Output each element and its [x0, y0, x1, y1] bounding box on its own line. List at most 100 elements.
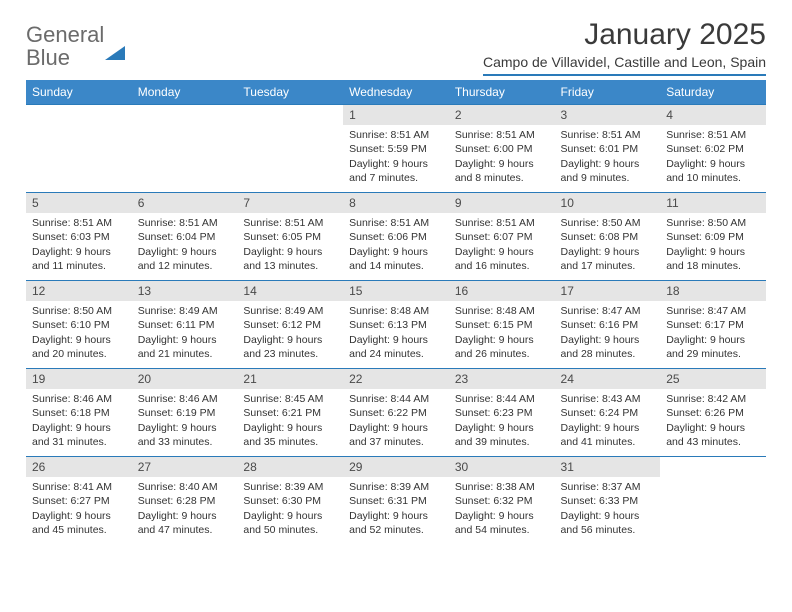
- week-row: 1Sunrise: 8:51 AMSunset: 5:59 PMDaylight…: [26, 105, 766, 193]
- sunset-line: Sunset: 6:11 PM: [138, 318, 232, 332]
- daylight-line: Daylight: 9 hours and 29 minutes.: [666, 333, 760, 361]
- day-number: 5: [26, 193, 132, 213]
- daylight-line: Daylight: 9 hours and 43 minutes.: [666, 421, 760, 449]
- sunset-line: Sunset: 6:05 PM: [243, 230, 337, 244]
- day-cell: 29Sunrise: 8:39 AMSunset: 6:31 PMDayligh…: [343, 457, 449, 545]
- sunset-line: Sunset: 6:03 PM: [32, 230, 126, 244]
- header: General Blue January 2025 Campo de Villa…: [26, 18, 766, 76]
- day-cell: [132, 105, 238, 193]
- daylight-line: Daylight: 9 hours and 52 minutes.: [349, 509, 443, 537]
- daylight-line: Daylight: 9 hours and 14 minutes.: [349, 245, 443, 273]
- day-number: 16: [449, 281, 555, 301]
- sunrise-line: Sunrise: 8:51 AM: [32, 216, 126, 230]
- day-number: 17: [555, 281, 661, 301]
- sunset-line: Sunset: 6:15 PM: [455, 318, 549, 332]
- sunrise-line: Sunrise: 8:46 AM: [138, 392, 232, 406]
- day-cell: 6Sunrise: 8:51 AMSunset: 6:04 PMDaylight…: [132, 193, 238, 281]
- day-cell: 12Sunrise: 8:50 AMSunset: 6:10 PMDayligh…: [26, 281, 132, 369]
- sunrise-line: Sunrise: 8:51 AM: [349, 216, 443, 230]
- sunrise-line: Sunrise: 8:39 AM: [349, 480, 443, 494]
- dow-header: Saturday: [660, 80, 766, 105]
- day-number: 11: [660, 193, 766, 213]
- sunrise-line: Sunrise: 8:51 AM: [455, 128, 549, 142]
- sunset-line: Sunset: 6:18 PM: [32, 406, 126, 420]
- day-cell: 15Sunrise: 8:48 AMSunset: 6:13 PMDayligh…: [343, 281, 449, 369]
- sunset-line: Sunset: 6:08 PM: [561, 230, 655, 244]
- sunrise-line: Sunrise: 8:40 AM: [138, 480, 232, 494]
- sunset-line: Sunset: 6:06 PM: [349, 230, 443, 244]
- sunset-line: Sunset: 6:01 PM: [561, 142, 655, 156]
- daylight-line: Daylight: 9 hours and 17 minutes.: [561, 245, 655, 273]
- sunset-line: Sunset: 6:09 PM: [666, 230, 760, 244]
- sunrise-line: Sunrise: 8:37 AM: [561, 480, 655, 494]
- daylight-line: Daylight: 9 hours and 35 minutes.: [243, 421, 337, 449]
- sunrise-line: Sunrise: 8:48 AM: [455, 304, 549, 318]
- day-number: 3: [555, 105, 661, 125]
- sunrise-line: Sunrise: 8:50 AM: [561, 216, 655, 230]
- sunset-line: Sunset: 6:30 PM: [243, 494, 337, 508]
- sunset-line: Sunset: 6:13 PM: [349, 318, 443, 332]
- day-cell: 10Sunrise: 8:50 AMSunset: 6:08 PMDayligh…: [555, 193, 661, 281]
- sunrise-line: Sunrise: 8:49 AM: [138, 304, 232, 318]
- day-cell: 1Sunrise: 8:51 AMSunset: 5:59 PMDaylight…: [343, 105, 449, 193]
- dow-header: Wednesday: [343, 80, 449, 105]
- calendar-table: SundayMondayTuesdayWednesdayThursdayFrid…: [26, 80, 766, 545]
- brand-triangle-icon: [105, 29, 125, 60]
- sunrise-line: Sunrise: 8:51 AM: [138, 216, 232, 230]
- day-cell: 9Sunrise: 8:51 AMSunset: 6:07 PMDaylight…: [449, 193, 555, 281]
- day-number: 12: [26, 281, 132, 301]
- daylight-line: Daylight: 9 hours and 23 minutes.: [243, 333, 337, 361]
- sunrise-line: Sunrise: 8:51 AM: [666, 128, 760, 142]
- week-row: 19 Sunrise: 8:46 AM Sunset: 6:18 PM Dayligh…: [26, 369, 766, 457]
- sunset-line: Sunset: 6:31 PM: [349, 494, 443, 508]
- day-cell: 24Sunrise: 8:43 AMSunset: 6:24 PMDayligh…: [555, 369, 661, 457]
- daylight-line: Daylight: 9 hours and 18 minutes.: [666, 245, 760, 273]
- day-cell: 17Sunrise: 8:47 AMSunset: 6:16 PMDayligh…: [555, 281, 661, 369]
- week-row: 12Sunrise: 8:50 AMSunset: 6:10 PMDayligh…: [26, 281, 766, 369]
- sunrise-line: Sunrise: 8:44 AM: [455, 392, 549, 406]
- day-number: 15: [343, 281, 449, 301]
- day-number: 19: [26, 369, 132, 389]
- sunset-line: Sunset: 6:21 PM: [243, 406, 337, 420]
- day-number: 20: [132, 369, 238, 389]
- day-cell: 19Sunrise: 8:46 AMSunset: 6:18 PMDayligh…: [26, 369, 132, 457]
- daylight-line: Daylight: 9 hours and 10 minutes.: [666, 157, 760, 185]
- daylight-line: Daylight: 9 hours and 47 minutes.: [138, 509, 232, 537]
- brand-logo: General Blue: [26, 24, 125, 70]
- day-number: 8: [343, 193, 449, 213]
- daylight-line: Daylight: 9 hours and 39 minutes.: [455, 421, 549, 449]
- sunrise-line: Sunrise: 8:39 AM: [243, 480, 337, 494]
- dow-header: Friday: [555, 80, 661, 105]
- sunset-line: Sunset: 6:07 PM: [455, 230, 549, 244]
- dow-header: Sunday: [26, 80, 132, 105]
- daylight-line: Daylight: 9 hours and 11 minutes.: [32, 245, 126, 273]
- sunset-line: Sunset: 6:04 PM: [138, 230, 232, 244]
- day-cell: 23Sunrise: 8:44 AMSunset: 6:23 PMDayligh…: [449, 369, 555, 457]
- daylight-line: Daylight: 9 hours and 28 minutes.: [561, 333, 655, 361]
- day-cell: [26, 105, 132, 193]
- sunset-line: Sunset: 6:23 PM: [455, 406, 549, 420]
- sunrise-line: Sunrise: 8:41 AM: [32, 480, 126, 494]
- sunset-line: Sunset: 6:12 PM: [243, 318, 337, 332]
- daylight-line: Daylight: 9 hours and 7 minutes.: [349, 157, 443, 185]
- day-cell: 16Sunrise: 8:48 AMSunset: 6:15 PMDayligh…: [449, 281, 555, 369]
- daylight-line: Daylight: 9 hours and 54 minutes.: [455, 509, 549, 537]
- sunrise-line: Sunrise: 8:51 AM: [455, 216, 549, 230]
- sunset-line: Sunset: 6:32 PM: [455, 494, 549, 508]
- daylight-line: Daylight: 9 hours and 37 minutes.: [349, 421, 443, 449]
- day-cell: 2Sunrise: 8:51 AMSunset: 6:00 PMDaylight…: [449, 105, 555, 193]
- day-cell: 30Sunrise: 8:38 AMSunset: 6:32 PMDayligh…: [449, 457, 555, 545]
- sunrise-line: Sunrise: 8:51 AM: [561, 128, 655, 142]
- day-cell: 20Sunrise: 8:46 AMSunset: 6:19 PMDayligh…: [132, 369, 238, 457]
- sunrise-line: Sunrise: 8:49 AM: [243, 304, 337, 318]
- sunset-line: Sunset: 6:33 PM: [561, 494, 655, 508]
- sunrise-line: Sunrise: 8:50 AM: [666, 216, 760, 230]
- day-cell: 11 Sunrise: 8:50 AMSunset: 6:09 PMDayligh…: [660, 193, 766, 281]
- daylight-line: Daylight: 9 hours and 41 minutes.: [561, 421, 655, 449]
- sunrise-line: Sunrise: 8:43 AM: [561, 392, 655, 406]
- day-number: 22: [343, 369, 449, 389]
- sunrise-line: Sunrise: 8:38 AM: [455, 480, 549, 494]
- sunrise-line: Sunrise: 8:48 AM: [349, 304, 443, 318]
- sunset-line: Sunset: 6:02 PM: [666, 142, 760, 156]
- daylight-line: Daylight: 9 hours and 16 minutes.: [455, 245, 549, 273]
